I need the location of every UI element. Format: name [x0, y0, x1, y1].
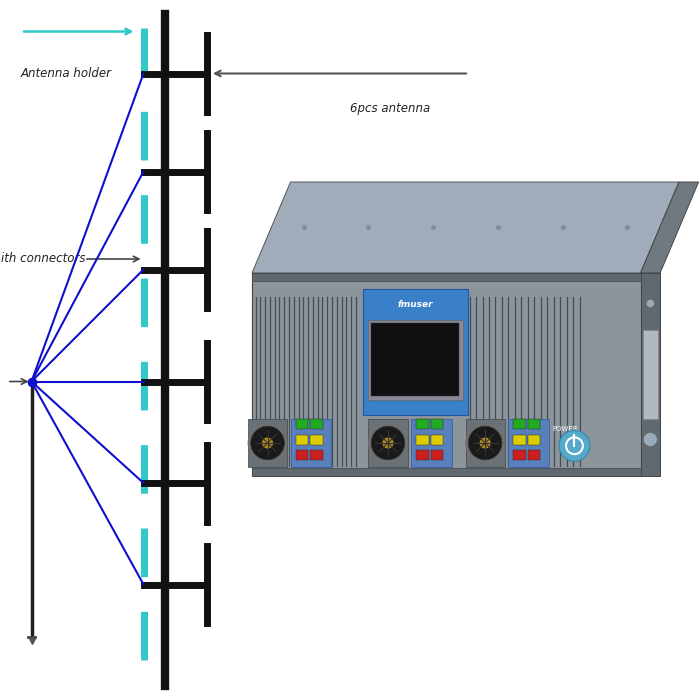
Bar: [310, 419, 323, 429]
Bar: [368, 320, 463, 400]
Circle shape: [251, 426, 284, 460]
Bar: [513, 419, 526, 429]
Bar: [528, 435, 540, 444]
Circle shape: [480, 438, 491, 449]
Circle shape: [643, 433, 657, 447]
Text: Antenna holder: Antenna holder: [21, 67, 112, 80]
Bar: [508, 419, 549, 467]
Polygon shape: [640, 182, 699, 273]
Text: ith connectors: ith connectors: [1, 253, 86, 265]
Bar: [290, 419, 331, 467]
Bar: [513, 450, 526, 460]
Polygon shape: [252, 182, 679, 273]
Text: fmuser: fmuser: [398, 300, 433, 309]
Bar: [295, 419, 308, 429]
Bar: [411, 419, 452, 467]
Circle shape: [559, 430, 590, 461]
Bar: [416, 450, 428, 460]
Bar: [295, 435, 308, 444]
Circle shape: [646, 300, 654, 308]
Bar: [643, 330, 658, 419]
Bar: [368, 419, 407, 467]
Bar: [528, 419, 540, 429]
Text: 6pcs antenna: 6pcs antenna: [350, 102, 430, 115]
Bar: [310, 450, 323, 460]
Bar: [252, 273, 640, 281]
Bar: [466, 419, 505, 467]
Bar: [430, 419, 443, 429]
Text: POWER: POWER: [552, 426, 578, 433]
Circle shape: [468, 426, 502, 460]
Bar: [363, 289, 468, 415]
Bar: [513, 435, 526, 444]
Bar: [295, 450, 308, 460]
Bar: [430, 435, 443, 444]
Circle shape: [371, 426, 405, 460]
Bar: [371, 323, 459, 396]
Bar: [416, 435, 428, 444]
Bar: [528, 450, 540, 460]
Bar: [416, 419, 428, 429]
Bar: [640, 273, 660, 476]
Circle shape: [382, 438, 393, 449]
Bar: [248, 419, 287, 467]
Circle shape: [262, 438, 273, 449]
Bar: [252, 273, 640, 476]
Bar: [252, 468, 640, 476]
Bar: [310, 435, 323, 444]
Bar: [430, 450, 443, 460]
